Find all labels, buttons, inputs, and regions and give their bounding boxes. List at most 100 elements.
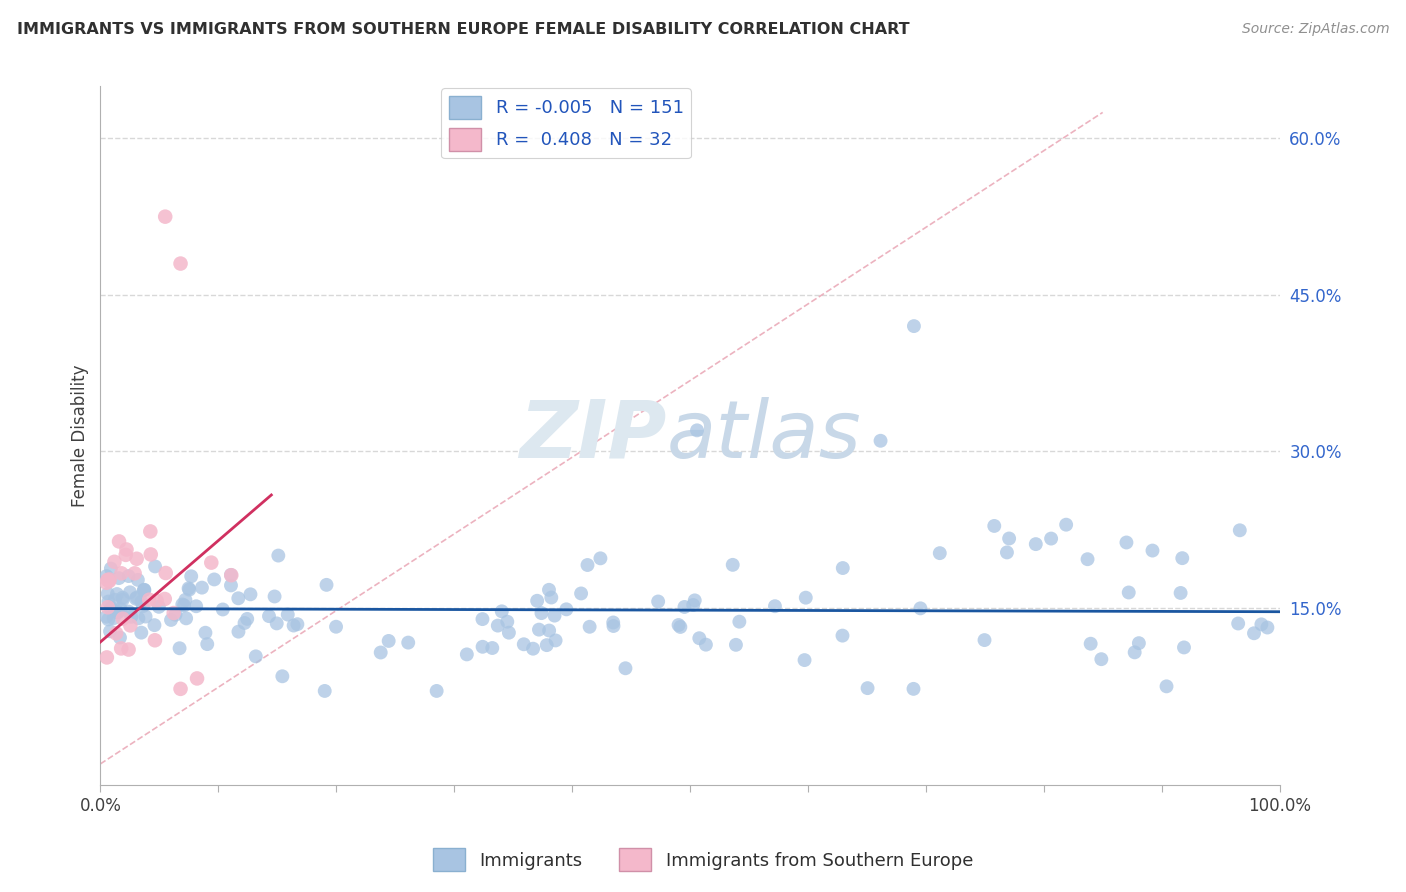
Point bbox=[219, 568, 242, 582]
Point bbox=[125, 551, 148, 566]
Point bbox=[396, 635, 419, 649]
Point bbox=[669, 620, 692, 634]
Point bbox=[180, 569, 202, 583]
Point bbox=[325, 620, 347, 634]
Point bbox=[1115, 535, 1137, 549]
Point bbox=[370, 646, 392, 660]
Point bbox=[134, 582, 156, 597]
Point bbox=[513, 637, 536, 651]
Point bbox=[104, 592, 127, 607]
Point bbox=[267, 549, 290, 563]
Point bbox=[108, 571, 131, 585]
Point bbox=[856, 681, 879, 695]
Point bbox=[98, 573, 121, 587]
Point bbox=[100, 600, 122, 615]
Point bbox=[194, 625, 217, 640]
Point bbox=[793, 653, 815, 667]
Point bbox=[96, 573, 118, 587]
Point bbox=[165, 607, 187, 622]
Point bbox=[283, 618, 305, 632]
Point bbox=[97, 594, 120, 608]
Point bbox=[219, 578, 242, 592]
Point bbox=[315, 578, 337, 592]
Point bbox=[1256, 621, 1278, 635]
Point bbox=[314, 684, 336, 698]
Point bbox=[96, 569, 118, 583]
Point bbox=[540, 591, 562, 605]
Point bbox=[527, 623, 550, 637]
Point bbox=[673, 599, 696, 614]
Point bbox=[179, 582, 201, 597]
Point bbox=[148, 599, 170, 614]
Point bbox=[132, 583, 155, 598]
Point bbox=[668, 618, 690, 632]
Point bbox=[143, 633, 166, 648]
Point bbox=[103, 611, 125, 625]
Point bbox=[496, 615, 519, 629]
Point bbox=[257, 609, 280, 624]
Point bbox=[683, 593, 706, 607]
Point bbox=[287, 617, 309, 632]
Point bbox=[831, 561, 853, 575]
Point bbox=[1250, 617, 1272, 632]
Point bbox=[110, 602, 132, 616]
Point bbox=[98, 624, 121, 639]
Point bbox=[471, 612, 494, 626]
Point bbox=[96, 609, 118, 624]
Text: Source: ZipAtlas.com: Source: ZipAtlas.com bbox=[1241, 22, 1389, 37]
Point bbox=[97, 612, 120, 626]
Point bbox=[118, 585, 141, 599]
Point bbox=[107, 605, 129, 619]
Point bbox=[110, 641, 132, 656]
Point bbox=[155, 210, 177, 224]
Point bbox=[134, 582, 156, 597]
Point bbox=[1227, 616, 1250, 631]
Point bbox=[983, 519, 1005, 533]
Point bbox=[177, 582, 200, 596]
Point bbox=[1077, 552, 1099, 566]
Point bbox=[973, 633, 995, 648]
Point bbox=[143, 559, 166, 574]
Point bbox=[125, 591, 148, 606]
Point bbox=[578, 620, 600, 634]
Point bbox=[169, 256, 191, 270]
Point bbox=[107, 605, 129, 619]
Point bbox=[426, 684, 449, 698]
Point bbox=[1171, 551, 1194, 566]
Point bbox=[1128, 636, 1150, 650]
Point bbox=[131, 625, 153, 640]
Point bbox=[135, 609, 157, 624]
Point bbox=[100, 602, 122, 616]
Point bbox=[1173, 640, 1195, 655]
Point bbox=[869, 434, 891, 448]
Point bbox=[132, 599, 155, 613]
Point bbox=[97, 587, 120, 601]
Point bbox=[139, 548, 162, 562]
Point bbox=[688, 631, 710, 645]
Point bbox=[1156, 679, 1178, 693]
Point bbox=[200, 556, 222, 570]
Point bbox=[120, 618, 142, 632]
Point bbox=[1090, 652, 1112, 666]
Point bbox=[186, 672, 208, 686]
Point bbox=[377, 634, 399, 648]
Point bbox=[114, 548, 136, 562]
Point bbox=[160, 613, 183, 627]
Point bbox=[1229, 523, 1251, 537]
Point bbox=[105, 587, 128, 601]
Point bbox=[602, 615, 624, 630]
Point bbox=[903, 681, 925, 696]
Point bbox=[233, 615, 256, 630]
Point bbox=[910, 601, 932, 615]
Point bbox=[471, 640, 494, 654]
Point bbox=[120, 610, 142, 624]
Point bbox=[498, 625, 520, 640]
Point bbox=[173, 599, 195, 613]
Point bbox=[127, 573, 149, 587]
Point bbox=[127, 611, 149, 625]
Point bbox=[105, 626, 128, 640]
Point bbox=[236, 612, 259, 626]
Point bbox=[569, 586, 592, 600]
Point bbox=[169, 681, 191, 696]
Point bbox=[903, 319, 925, 334]
